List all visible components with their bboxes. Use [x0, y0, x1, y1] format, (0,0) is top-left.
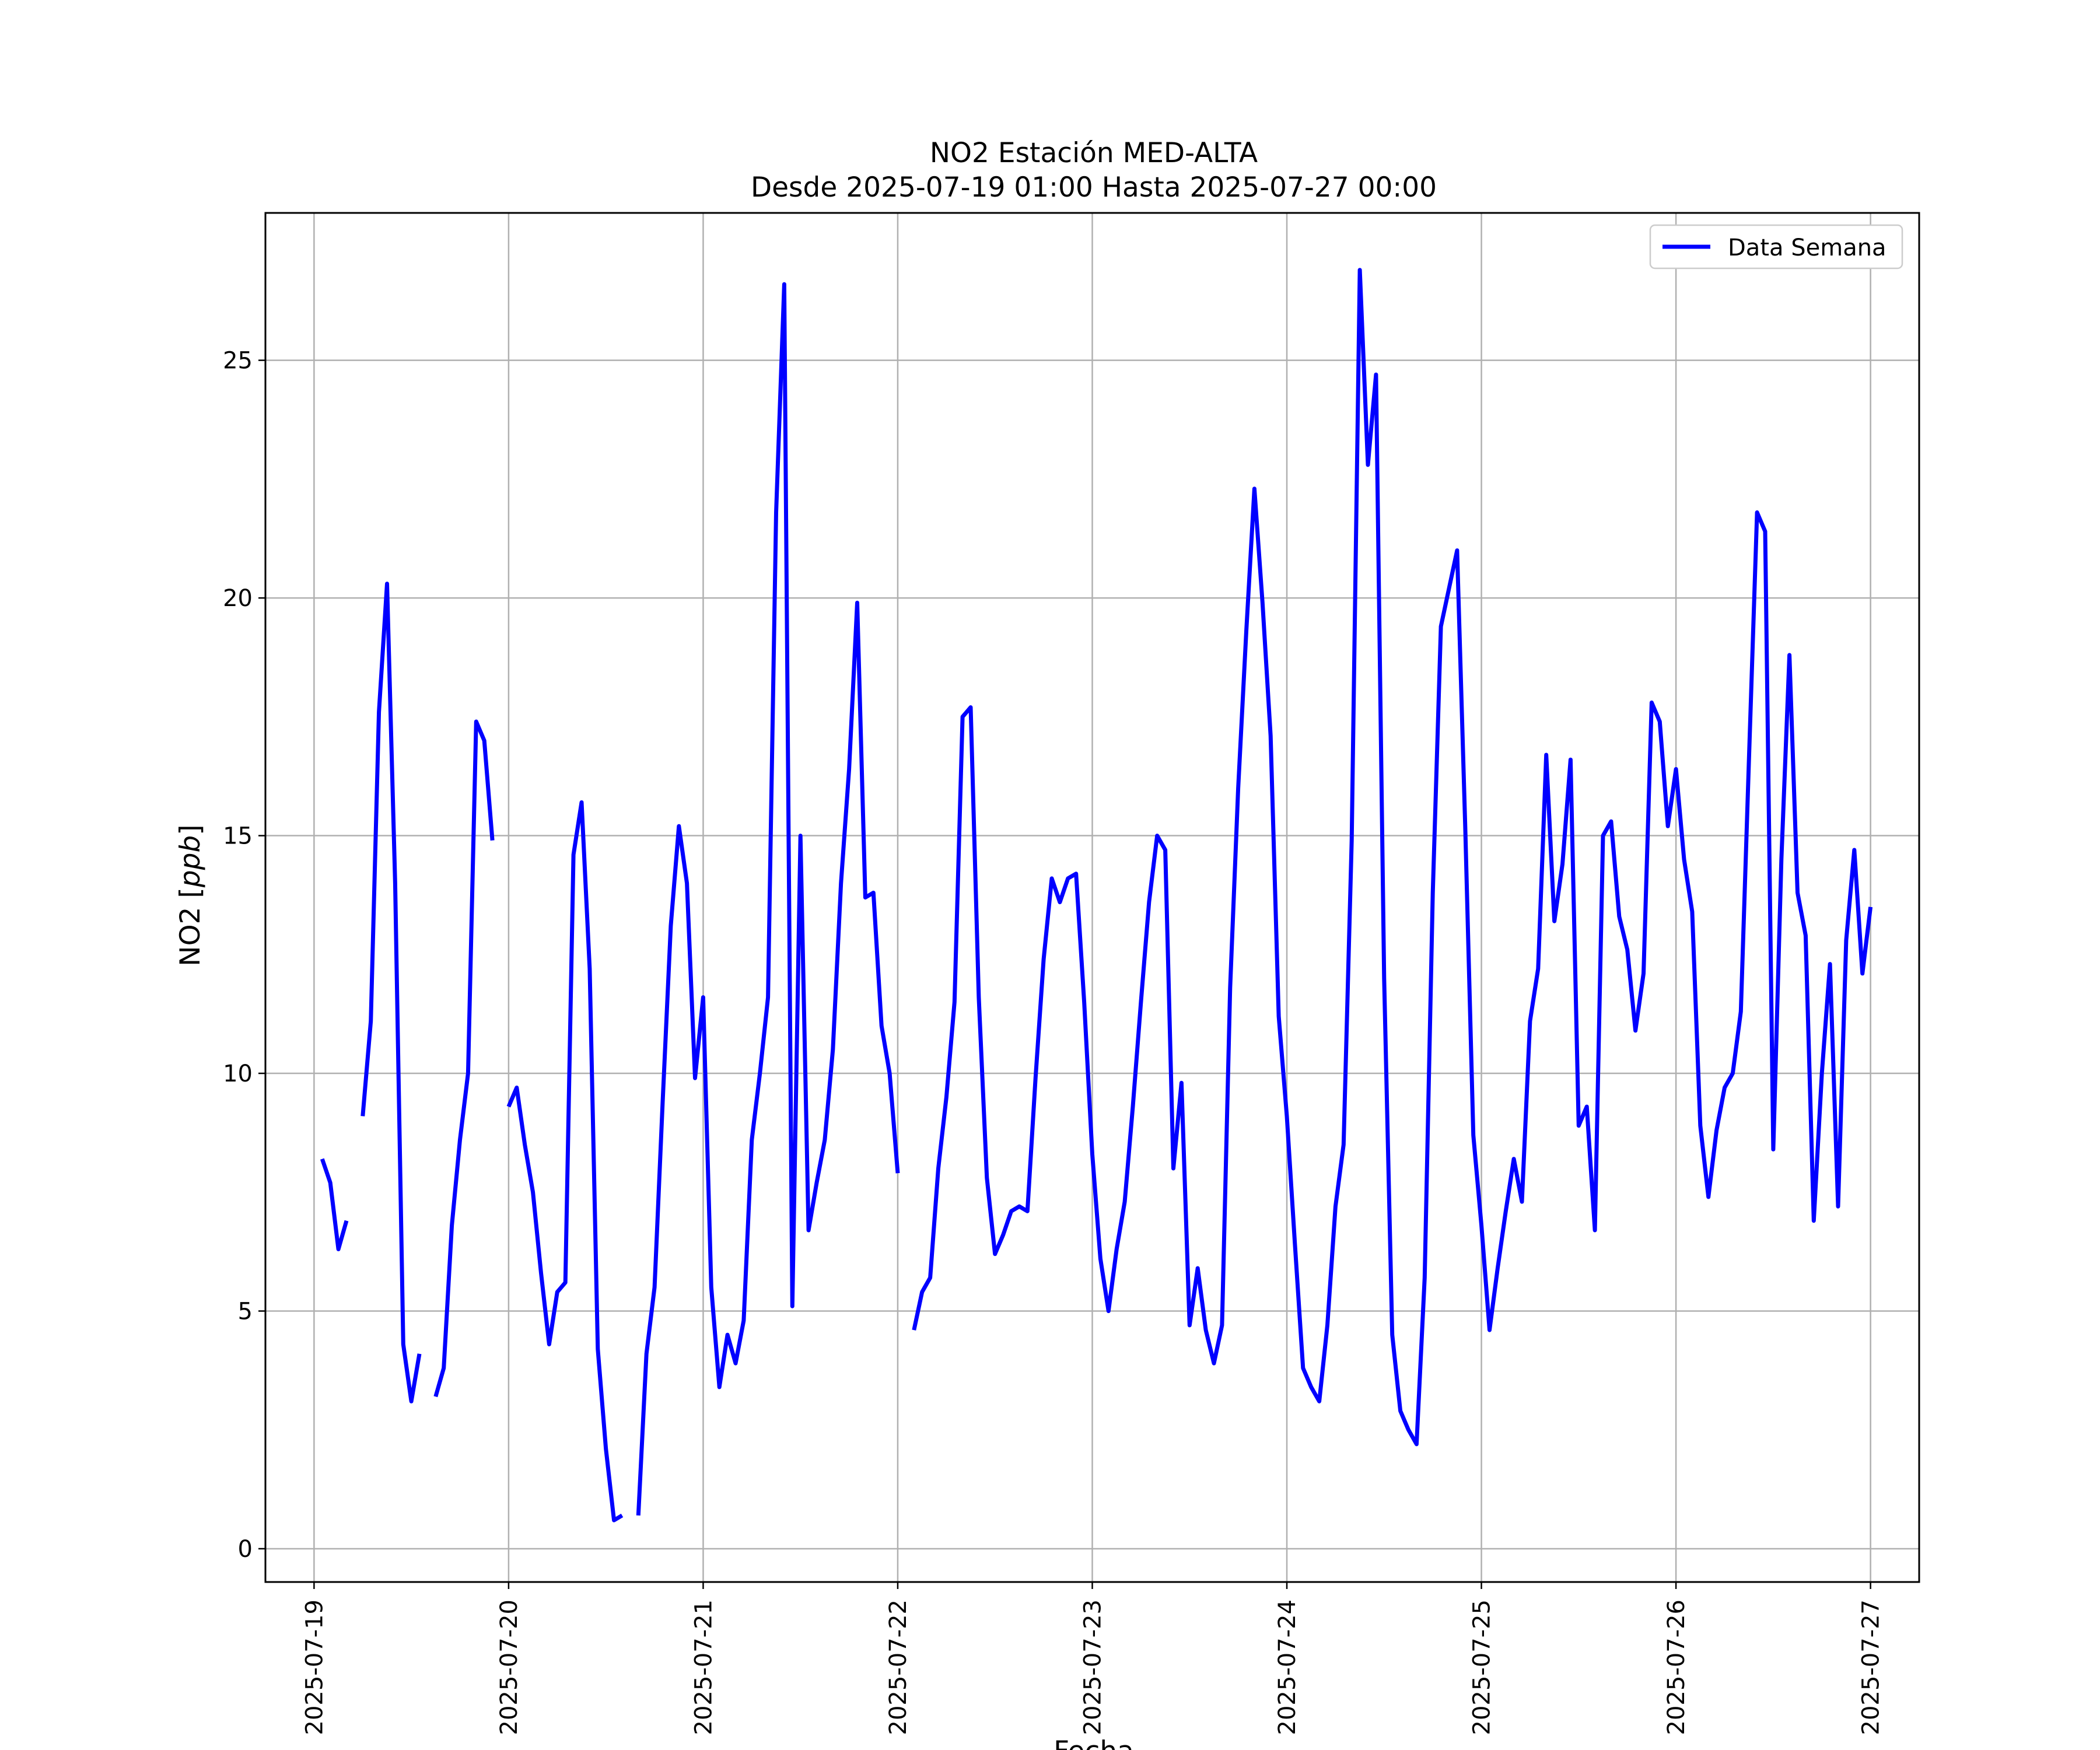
x-tick-label-2025-07-23: 2025-07-23	[1080, 1600, 1107, 1735]
x-tick-label-2025-07-22: 2025-07-22	[885, 1600, 912, 1735]
x-tick-label-2025-07-20: 2025-07-20	[496, 1600, 523, 1735]
legend-box	[1649, 224, 1903, 270]
axis-ticks: 0 5 10 15 20 25 2025-07-19 2025-07-20 2025-07-21…	[223, 348, 1885, 1735]
y-axis-label-name: NO2 [	[174, 887, 206, 966]
y-axis-label-unit: ppb	[174, 835, 206, 888]
x-axis-label: Fecha	[1054, 1735, 1134, 1750]
x-tick-label-2025-07-25: 2025-07-25	[1469, 1600, 1496, 1735]
y-tick-label-0: 0	[238, 1536, 253, 1563]
y-tick-label-5: 5	[238, 1298, 253, 1325]
y-tick-label-25: 25	[223, 348, 253, 374]
x-tick-label-2025-07-21: 2025-07-21	[690, 1600, 717, 1735]
chart-title: NO2 Estación MED-ALTA	[930, 137, 1258, 169]
legend: Data Semana	[1649, 224, 1903, 270]
series-line-0-segment-5	[912, 268, 1873, 1447]
series-line-0-segment-1	[360, 582, 422, 1404]
x-tick-label-2025-07-19: 2025-07-19	[301, 1600, 328, 1735]
series-line-0-segment-4	[636, 282, 900, 1516]
series-line-0-segment-3	[506, 800, 624, 1522]
x-tick-label-2025-07-24: 2025-07-24	[1274, 1600, 1301, 1735]
y-tick-label-20: 20	[223, 585, 253, 612]
y-tick-label-15: 15	[223, 823, 253, 850]
series-layer	[320, 268, 1873, 1522]
x-tick-label-2025-07-26: 2025-07-26	[1663, 1600, 1690, 1735]
series-line-0-segment-0	[320, 1158, 349, 1251]
grid	[265, 213, 1919, 1582]
chart-subtitle: Desde 2025-07-19 01:00 Hasta 2025-07-27 …	[751, 172, 1437, 204]
legend-label-data-semana: Data Semana	[1728, 235, 1887, 261]
series-line-0-segment-2	[433, 719, 495, 1398]
y-axis-label-close: ]	[174, 824, 206, 835]
y-axis-label: NO2 [ppb]	[174, 824, 206, 966]
x-tick-label-2025-07-27: 2025-07-27	[1858, 1600, 1885, 1735]
y-tick-label-10: 10	[223, 1060, 253, 1087]
